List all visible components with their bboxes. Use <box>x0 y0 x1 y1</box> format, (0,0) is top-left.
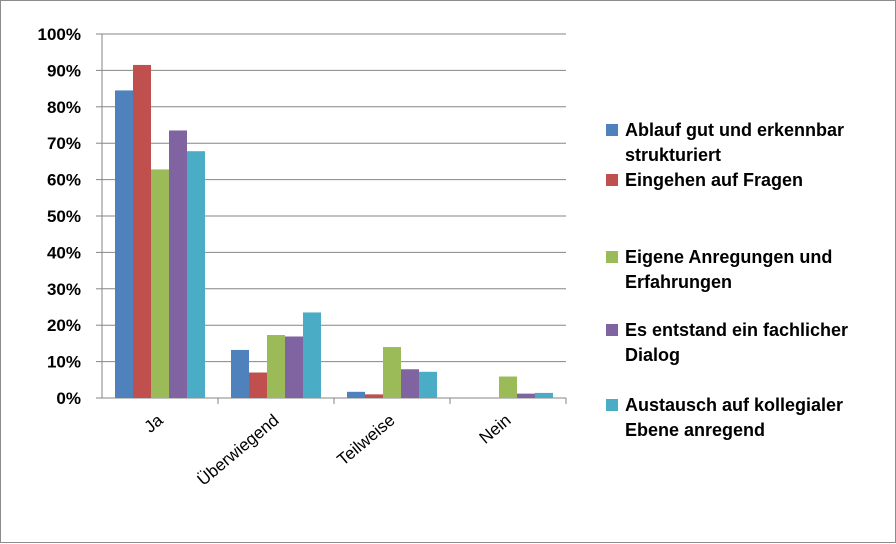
y-tick-label: 60% <box>47 171 81 190</box>
bar <box>187 151 205 398</box>
y-tick-label: 0% <box>56 389 81 408</box>
bar <box>401 369 419 398</box>
bar <box>517 393 535 398</box>
bar <box>535 392 553 398</box>
legend-label: Eingehen auf Fragen <box>625 170 803 190</box>
legend-swatch <box>606 399 618 411</box>
x-tick-label: Ja <box>141 410 167 436</box>
legend: Ablauf gut und erkennbar strukturiert Eing… <box>606 120 848 440</box>
legend-swatch <box>606 251 618 263</box>
legend-swatch <box>606 174 618 186</box>
legend-label: Erfahrungen <box>625 272 732 292</box>
legend-swatch <box>606 324 618 336</box>
bar <box>267 335 285 398</box>
legend-label: Dialog <box>625 345 680 365</box>
y-tick-label: 70% <box>47 134 81 153</box>
legend-label: strukturiert <box>625 145 721 165</box>
y-axis-ticks: 0% 10% 20% 30% 40% 50% 60% 70% 80% 90% 100% <box>38 25 81 408</box>
legend-label: Eigene Anregungen und <box>625 247 832 267</box>
x-axis-ticks: Ja Überwiegend Teilweise Nein <box>141 410 515 489</box>
bar <box>133 64 151 398</box>
legend-label: Ablauf gut und erkennbar <box>625 120 844 140</box>
y-tick-label: 90% <box>47 61 81 80</box>
bar <box>151 169 169 398</box>
x-tick-label: Überwiegend <box>194 411 283 490</box>
bar <box>347 391 365 398</box>
y-tick-label: 20% <box>47 316 81 335</box>
y-tick-label: 40% <box>47 243 81 262</box>
legend-item: Es entstand ein fachlicher Dialog <box>606 320 848 365</box>
bar <box>169 130 187 398</box>
legend-label: Ebene anregend <box>625 420 765 440</box>
y-tick-label: 50% <box>47 207 81 226</box>
bar <box>365 394 383 398</box>
legend-label: Es entstand ein fachlicher <box>625 320 848 340</box>
bar <box>249 372 267 398</box>
x-tick-label: Nein <box>476 411 515 448</box>
legend-label: Austausch auf kollegialer <box>625 395 843 415</box>
legend-item: Ablauf gut und erkennbar strukturiert <box>606 120 844 165</box>
bar <box>115 90 133 399</box>
y-tick-label: 100% <box>38 25 81 44</box>
y-tick-label: 30% <box>47 280 81 299</box>
bar <box>499 376 517 398</box>
bar <box>383 347 401 398</box>
bar <box>419 371 437 398</box>
bar <box>231 349 249 398</box>
legend-swatch <box>606 124 618 136</box>
legend-item: Eigene Anregungen und Erfahrungen <box>606 247 832 292</box>
bars <box>115 64 553 399</box>
y-tick-label: 10% <box>47 353 81 372</box>
legend-item: Eingehen auf Fragen <box>606 170 803 190</box>
axes <box>96 33 567 404</box>
bar <box>285 336 303 398</box>
y-tick-label: 80% <box>47 98 81 117</box>
legend-item: Austausch auf kollegialer Ebene anregend <box>606 395 843 440</box>
bar <box>303 312 321 398</box>
x-tick-label: Teilweise <box>334 411 399 470</box>
